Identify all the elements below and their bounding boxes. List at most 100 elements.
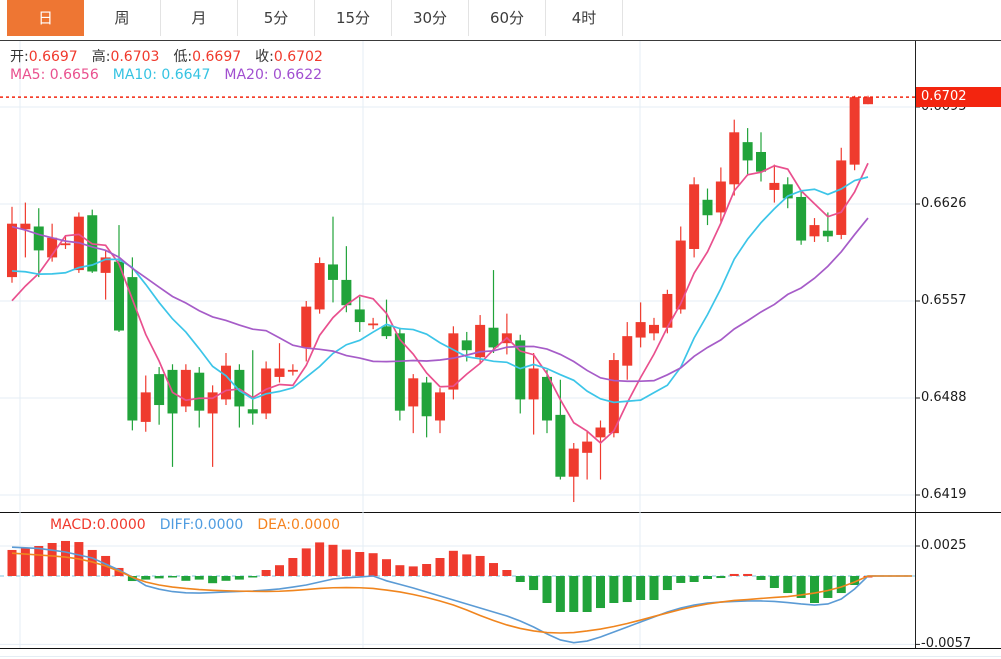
candle-body [555, 414, 566, 477]
candle-body [194, 372, 205, 411]
macd-hist-bar [408, 566, 418, 576]
tab-week[interactable]: 周 [84, 0, 161, 36]
macd-hist-bar [582, 576, 592, 612]
candle-body [568, 448, 579, 477]
candle-body [649, 324, 659, 334]
macd-hist-bar [649, 576, 659, 600]
ma20-value: 0.6622 [273, 67, 323, 83]
candle-body [421, 382, 432, 417]
candle-body [849, 97, 860, 165]
macd-hist-bar [756, 576, 766, 580]
candle-body [836, 160, 847, 235]
ma10-label: MA10: [112, 67, 157, 83]
macd-hist-bar [141, 576, 151, 580]
macd-hist-bar [248, 576, 258, 578]
candle-body [154, 374, 165, 406]
macd-hist-bar [87, 549, 97, 576]
macd-hist-bar [275, 565, 284, 576]
macd-hist-bar [422, 564, 432, 576]
macd-hist-bar [47, 543, 57, 576]
candle-body [100, 257, 111, 273]
tab-30min[interactable]: 30分 [392, 0, 469, 36]
candle-body [822, 230, 833, 237]
macd-hist-bar [596, 576, 605, 609]
open-label: 开: [10, 49, 29, 65]
macd-hist-bar [823, 576, 833, 598]
candle-body [448, 333, 459, 390]
ma5-line [11, 162, 869, 445]
macd-hist-bar [127, 576, 137, 582]
candle-body [180, 369, 191, 407]
macd-hist-bar [489, 563, 498, 576]
candle-body [381, 326, 392, 337]
macd-hist-bar [462, 554, 472, 576]
macd-hist-bar [395, 565, 405, 576]
candle-body [274, 368, 285, 377]
candle-body [60, 243, 71, 246]
tab-60min[interactable]: 60分 [469, 0, 546, 36]
macd-hist-bar [555, 576, 565, 612]
candle-body [542, 376, 552, 421]
candle-body [595, 427, 606, 438]
candle-body [435, 392, 445, 421]
tab-5min[interactable]: 5分 [238, 0, 315, 36]
candle-body [140, 392, 151, 422]
candle-body [635, 322, 646, 338]
macd-hist-bar [301, 548, 311, 576]
candle-body [354, 309, 365, 323]
tab-month[interactable]: 月 [161, 0, 238, 36]
dea-label: DEA: [257, 517, 292, 533]
macd-hist-bar [328, 544, 338, 576]
candle-body [689, 184, 700, 249]
price-tick-label: 0.6488 [921, 390, 967, 405]
macd-hist-bar [341, 549, 351, 576]
ma5-value: 0.6656 [49, 67, 99, 83]
candle-body [675, 240, 686, 310]
candle-body [394, 333, 405, 411]
candle-body [769, 182, 780, 190]
macd-hist-bar [529, 576, 539, 591]
macd-hist-bar [208, 576, 218, 584]
low-label: 低: [173, 49, 193, 65]
macd-hist-bar [221, 576, 231, 581]
candle-body [7, 223, 17, 278]
macd-hist-bar [194, 576, 204, 580]
macd-tick-label: -0.0057 [921, 636, 972, 651]
macd-readout: MACD:0.0000 DIFF:0.0000 DEA:0.0000 [50, 517, 354, 533]
macd-hist-bar [743, 573, 753, 576]
macd-hist-bar [569, 576, 579, 612]
price-tick-label: 0.6626 [921, 196, 967, 211]
candle-body [702, 199, 713, 216]
macd-hist-bar [154, 576, 164, 579]
macd-hist-bar [261, 570, 271, 576]
candle-body [261, 368, 272, 414]
ma10-value: 0.6647 [161, 67, 211, 83]
high-value: 0.6703 [110, 49, 160, 65]
candle-body [582, 441, 593, 453]
candle-body [809, 225, 820, 237]
tab-15min[interactable]: 15分 [315, 0, 392, 36]
macd-hist-bar [515, 576, 525, 582]
last-price-tag: 0.6702 [916, 87, 1001, 107]
macd-hist-bar [609, 576, 619, 603]
tab-4hour[interactable]: 4时 [546, 0, 623, 36]
candle-body [461, 340, 472, 351]
macd-hist-bar [836, 576, 846, 594]
candle-body [33, 226, 44, 251]
candle-body [314, 263, 325, 310]
candle-body [247, 409, 258, 414]
macd-hist-bar [448, 550, 458, 576]
candle-body [608, 360, 619, 434]
candle-body [301, 306, 312, 348]
macd-hist-bar [288, 558, 298, 576]
tab-day[interactable]: 日 [7, 0, 84, 36]
candle-body [715, 181, 726, 213]
macd-hist-bar [7, 549, 17, 576]
candle-body [408, 378, 419, 407]
candle-body [662, 293, 673, 328]
macd-hist-bar [20, 548, 30, 576]
candle-body [475, 324, 486, 358]
macd-hist-bar [315, 542, 325, 576]
